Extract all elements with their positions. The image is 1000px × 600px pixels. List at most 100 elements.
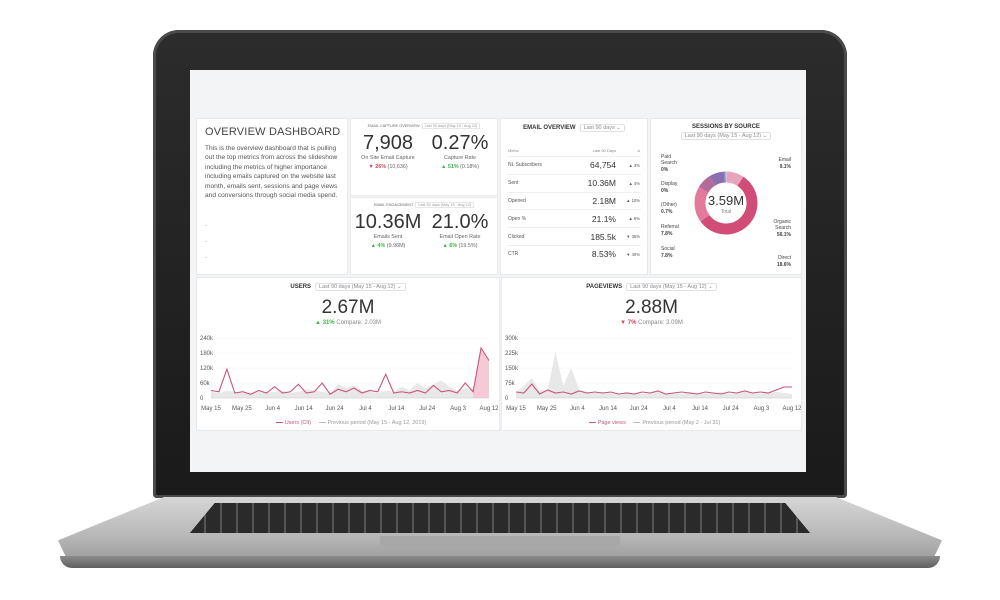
table-header-row: Metric Last 90 Days Δ bbox=[507, 145, 641, 157]
up-arrow-icon: ▲ bbox=[370, 243, 376, 249]
kpi-change-pct: 51% bbox=[447, 164, 459, 170]
up-arrow-icon: ▲ bbox=[315, 320, 321, 326]
email-overview-title: EMAIL OVERVIEW bbox=[523, 125, 576, 131]
kpi-change-pct: 26% bbox=[375, 164, 387, 170]
kpi-value: 0.27% bbox=[431, 132, 489, 154]
kpi-change: ▲ 4% (9.96M) bbox=[353, 243, 423, 249]
x-tick-label: Jul 4 bbox=[663, 406, 676, 412]
donut-slice[interactable] bbox=[694, 187, 710, 222]
pageviews-title: PAGEVIEWS bbox=[586, 284, 623, 290]
x-tick-label: Jun 14 bbox=[599, 406, 618, 412]
x-tick-label: May 15 bbox=[506, 406, 526, 412]
kpi-change: ▲ 6% (19.5%) bbox=[425, 243, 495, 249]
x-tick-label: Jun 4 bbox=[265, 406, 280, 412]
donut-slice-pct: 9.1% bbox=[780, 164, 792, 170]
pageviews-range-dropdown[interactable]: Last 90 days (May 15 - Aug 12) ⌄ bbox=[626, 283, 717, 291]
kpi-capture-rate: 0.27% Capture Rate ▲ 51% (0.18%) bbox=[425, 132, 495, 170]
donut-slice[interactable] bbox=[726, 171, 744, 187]
y-tick-label: 180k bbox=[200, 351, 214, 357]
pageviews-change-pct: 7% bbox=[627, 320, 637, 326]
email-overview-header: EMAIL OVERVIEW Last 90 days ⌄ bbox=[501, 124, 647, 132]
metric-value: 64,754 bbox=[566, 156, 617, 175]
table-row[interactable]: Clicked 185.5k ▼ 36% bbox=[507, 227, 641, 246]
email-overview-table: Metric Last 90 Days Δ NL Subscribers 64,7… bbox=[507, 145, 641, 263]
x-tick-label: Jun 4 bbox=[570, 406, 585, 412]
email-engagement-range[interactable]: Last 90 days (May 15 - Aug 12) bbox=[415, 202, 475, 208]
pageviews-compare: ▼ 7% Compare: 3.09M bbox=[502, 320, 801, 326]
legend-current[interactable]: Users (Clt) bbox=[284, 420, 311, 426]
donut-slice[interactable] bbox=[709, 171, 725, 186]
kpi-compare: (0.18%) bbox=[460, 164, 480, 170]
email-capture-tile[interactable]: EMAIL CAPTURE OVERVIEW Last 90 days (May … bbox=[350, 118, 498, 196]
legend-current[interactable]: Page views bbox=[597, 420, 626, 426]
email-engagement-tile[interactable]: EMAIL ENGAGEMENT Last 90 days (May 15 - A… bbox=[350, 197, 498, 275]
kpi-compare: (19.5%) bbox=[458, 243, 478, 249]
x-tick-label: Jun 14 bbox=[295, 406, 314, 412]
table-row[interactable]: CTR 8.53% ▼ 40% bbox=[507, 244, 641, 263]
email-capture-title: EMAIL CAPTURE OVERVIEW bbox=[367, 124, 420, 128]
donut-slice[interactable] bbox=[700, 176, 758, 235]
legend-previous[interactable]: Previous period (May 2 - Jul 31) bbox=[642, 420, 721, 426]
column-header: Δ bbox=[637, 148, 640, 153]
dot-1: . bbox=[205, 221, 207, 228]
sessions-by-source-tile[interactable]: SESSIONS BY SOURCE Last 90 days (May 15 … bbox=[650, 118, 802, 275]
donut-slice-label: Paid bbox=[661, 154, 671, 160]
legend-swatch-current bbox=[588, 421, 596, 424]
table-row[interactable]: Opened 2.18M ▲ 10% bbox=[507, 191, 641, 210]
dot-3: . bbox=[205, 253, 207, 260]
range-label: Last 90 days bbox=[583, 125, 615, 131]
kpi-value: 21.0% bbox=[431, 211, 489, 233]
y-tick-label: 0 bbox=[505, 396, 509, 402]
donut-slice-label: Direct bbox=[778, 255, 792, 261]
range-label: Last 90 days (May 15 - Aug 12) bbox=[684, 133, 762, 139]
users-legend: Users (Clt) Previous period (May 15 - Au… bbox=[197, 420, 499, 426]
table-row[interactable]: Open % 21.1% ▲ 6% bbox=[507, 209, 641, 228]
series-previous-area bbox=[211, 363, 489, 398]
donut-slice[interactable] bbox=[698, 176, 716, 193]
users-range-dropdown[interactable]: Last 90 days (May 15 - Aug 12) ⌄ bbox=[315, 283, 406, 291]
users-line-chart: 0 60k 120k 180k 240k May 15 May 25 Jun 4 Jun 14 J… bbox=[200, 336, 499, 412]
table-row[interactable]: Sent 10.36M ▲ 4% bbox=[507, 173, 641, 193]
x-tick-label: Aug 3 bbox=[753, 406, 769, 412]
y-tick-label: 225k bbox=[505, 351, 519, 357]
metric-name: CTR bbox=[507, 244, 567, 263]
x-tick-label: Jul 14 bbox=[692, 406, 709, 412]
email-overview-range-dropdown[interactable]: Last 90 days ⌄ bbox=[579, 124, 625, 132]
metric-value: 8.53% bbox=[566, 244, 617, 263]
dashboard-description: This is the overview dashboard that is p… bbox=[205, 145, 338, 200]
email-capture-range[interactable]: Last 90 days (May 15 - Aug 12) bbox=[421, 123, 481, 129]
users-chart-tile[interactable]: USERS Last 90 days (May 15 - Aug 12) ⌄ 2.… bbox=[196, 277, 500, 431]
donut-slices bbox=[694, 171, 758, 235]
pageviews-legend: Page views Previous period (May 2 - Jul … bbox=[502, 420, 801, 426]
x-tick-label: Jul 24 bbox=[419, 406, 436, 412]
kpi-label: On Site Email Capture bbox=[361, 155, 415, 161]
series-current-highlight bbox=[473, 348, 489, 398]
email-overview-tile[interactable]: EMAIL OVERVIEW Last 90 days ⌄ Metric Last… bbox=[500, 118, 648, 275]
metric-value: 21.1% bbox=[566, 209, 617, 228]
x-tick-label: Jun 24 bbox=[630, 406, 649, 412]
pageviews-compare-value: Compare: 3.09M bbox=[638, 320, 683, 326]
sessions-donut-chart: Email9.1%OrganicSearch56.1%Direct18.6%So… bbox=[661, 154, 792, 268]
metric-change: ▲ 4% bbox=[617, 173, 641, 193]
up-arrow-icon: ▲ bbox=[440, 164, 447, 170]
chevron-down-icon: ⌄ bbox=[708, 284, 713, 290]
donut-slice-pct: 7.8% bbox=[661, 231, 673, 237]
donut-slice-label: Search bbox=[661, 160, 677, 166]
table-row[interactable]: NL Subscribers 64,754 ▲ 3% bbox=[507, 156, 641, 175]
sessions-range-dropdown[interactable]: Last 90 days (May 15 - Aug 12) ⌄ bbox=[680, 132, 772, 140]
sessions-range-row: Last 90 days (May 15 - Aug 12) ⌄ bbox=[651, 132, 801, 140]
metric-name: Open % bbox=[507, 209, 567, 228]
metric-name: Clicked bbox=[507, 227, 567, 246]
y-tick-label: 120k bbox=[200, 366, 214, 372]
x-tick-label: Aug 12 bbox=[479, 406, 499, 412]
kpi-value: 7,908 bbox=[362, 132, 414, 154]
dot-2: . bbox=[205, 237, 207, 244]
legend-swatch-previous bbox=[318, 421, 326, 424]
y-tick-label: 60k bbox=[200, 381, 211, 387]
x-tick-label: May 25 bbox=[232, 406, 252, 412]
legend-previous[interactable]: Previous period (May 15 - Aug 12, 2019) bbox=[327, 420, 427, 426]
pageviews-line-chart: 0 75k 150k 225k 300k May 15 May 25 Jun 4 Jun 14 J… bbox=[505, 336, 801, 412]
donut-slice-pct: 0% bbox=[661, 167, 669, 173]
pageviews-chart-tile[interactable]: PAGEVIEWS Last 90 days (May 15 - Aug 12) … bbox=[501, 277, 802, 431]
y-tick-label: 75k bbox=[505, 381, 516, 387]
